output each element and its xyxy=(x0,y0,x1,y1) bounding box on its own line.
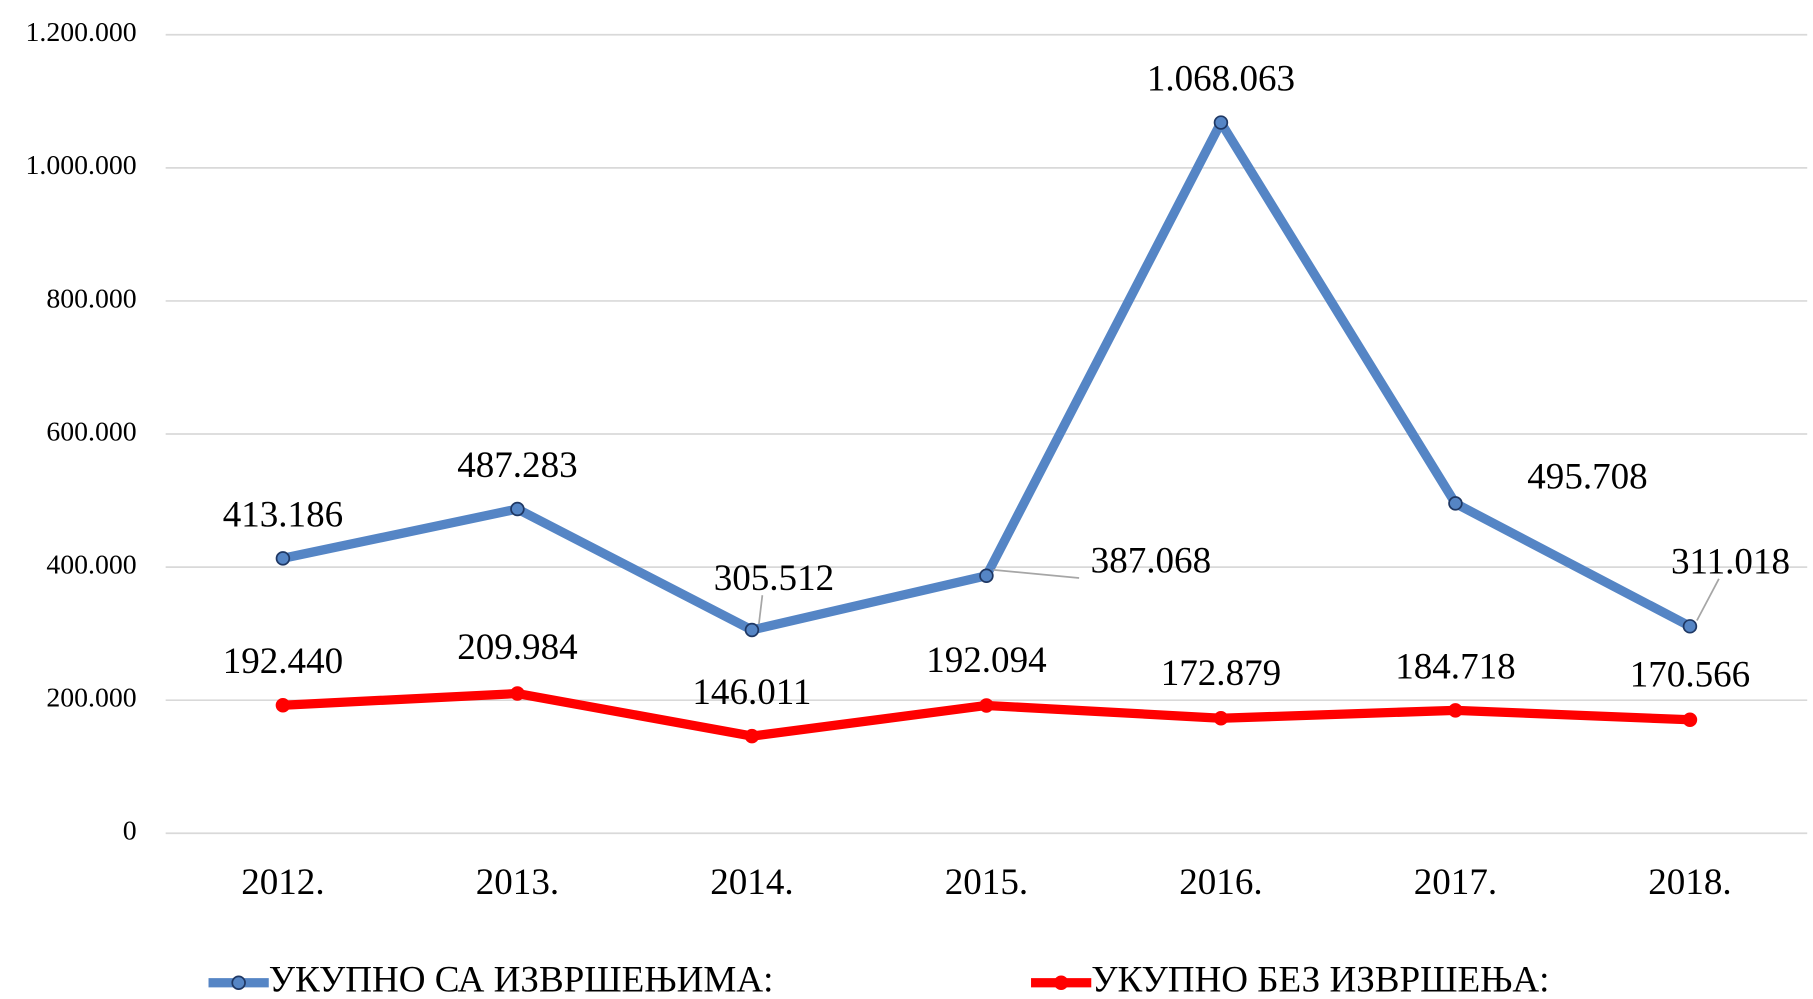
x-tick-label: 2017. xyxy=(1414,862,1497,903)
y-tick-label: 400.000 xyxy=(46,549,136,580)
y-tick-label: 1.000.000 xyxy=(26,150,137,181)
point-marker xyxy=(1682,712,1698,728)
point-marker xyxy=(1682,619,1698,634)
data-label: 192.440 xyxy=(223,641,343,682)
point-marker xyxy=(1448,703,1463,718)
y-tick-label: 1.200.000 xyxy=(26,17,137,48)
y-tick-label: 800.000 xyxy=(46,283,136,314)
data-label: 487.283 xyxy=(457,445,577,486)
point-marker xyxy=(744,622,760,638)
point-marker xyxy=(510,501,525,517)
data-label: 209.984 xyxy=(457,627,577,668)
data-label: 495.708 xyxy=(1527,457,1647,498)
x-tick-label: 2015. xyxy=(945,862,1028,903)
point-marker xyxy=(1213,115,1229,130)
x-tick-label: 2016. xyxy=(1179,862,1262,903)
point-marker xyxy=(1213,710,1229,726)
legend-marker xyxy=(1053,975,1069,991)
point-marker xyxy=(1448,496,1463,511)
point-marker xyxy=(275,697,291,713)
legend-label: УКУПНО СА ИЗВРШЕЊИМА: xyxy=(269,959,774,999)
point-marker xyxy=(275,551,291,566)
series-line xyxy=(281,117,1693,635)
y-tick-label: 200.000 xyxy=(46,683,136,714)
legend-label: УКУПНО БЕЗ ИЗВРШЕЊА: xyxy=(1091,959,1549,999)
data-label: 192.094 xyxy=(926,640,1046,681)
data-label: 1.068.063 xyxy=(1147,58,1295,99)
x-tick-label: 2012. xyxy=(241,862,324,903)
x-tick-label: 2014. xyxy=(710,862,793,903)
data-label: 387.068 xyxy=(1091,541,1211,582)
leader-line xyxy=(758,595,764,625)
leader-line xyxy=(1696,578,1720,621)
leader-line xyxy=(993,569,1080,579)
data-label: 184.718 xyxy=(1395,646,1515,687)
legend-marker xyxy=(231,975,246,991)
point-marker xyxy=(510,686,525,701)
point-marker xyxy=(744,728,760,744)
x-tick-label: 2018. xyxy=(1648,862,1731,903)
data-label: 311.018 xyxy=(1671,541,1790,582)
data-label: 146.011 xyxy=(692,672,811,713)
x-tick-label: 2013. xyxy=(476,862,559,903)
point-marker xyxy=(979,698,994,713)
data-label: 172.879 xyxy=(1161,653,1281,694)
point-marker xyxy=(979,568,994,583)
data-label: 170.566 xyxy=(1630,655,1750,696)
y-tick-label: 600.000 xyxy=(46,416,136,447)
data-label: 305.512 xyxy=(714,558,834,599)
y-tick-label: 0 xyxy=(123,816,137,847)
data-label: 413.186 xyxy=(223,494,343,535)
